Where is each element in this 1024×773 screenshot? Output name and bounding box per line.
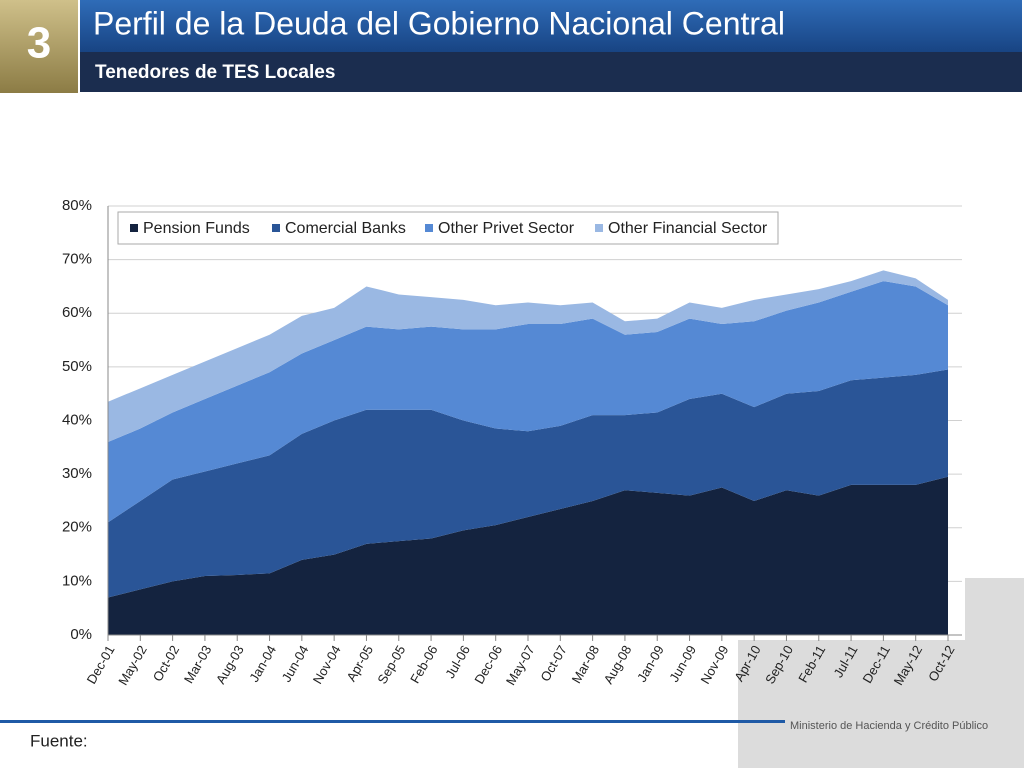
- title-bar: [80, 0, 1022, 52]
- legend-label: Other Privet Sector: [438, 220, 575, 237]
- x-tick-label: Mar-03: [181, 643, 215, 686]
- y-tick-label: 60%: [62, 304, 92, 321]
- legend-label: Other Financial Sector: [608, 220, 768, 237]
- area: [108, 281, 948, 523]
- x-tick-label: Apr-05: [344, 643, 377, 684]
- legend-label: Pension Funds: [143, 220, 250, 237]
- legend-label: Comercial Banks: [285, 220, 406, 237]
- y-tick-label: 0%: [70, 626, 92, 643]
- legend-swatch: [595, 224, 603, 232]
- x-tick-label: Nov-04: [310, 643, 344, 687]
- y-tick-label: 30%: [62, 465, 92, 482]
- ministry-name: Ministerio de Hacienda y Crédito Público: [790, 720, 988, 732]
- x-tick-label: May-02: [115, 643, 150, 688]
- slide-title: Perfil de la Deuda del Gobierno Nacional…: [93, 5, 785, 41]
- legend-box: [117, 211, 779, 245]
- legend-swatch: [425, 224, 433, 232]
- legend-swatch: [272, 224, 280, 232]
- x-tick-label: Jul-06: [442, 643, 473, 681]
- x-tick-label: Jun-09: [666, 643, 699, 685]
- x-tick-label: Jan-04: [246, 643, 279, 685]
- source-note: Fuente:: [30, 731, 88, 750]
- x-tick-label: Aug-08: [601, 643, 635, 687]
- x-tick-label: Sep-05: [374, 643, 408, 687]
- area: [108, 369, 948, 598]
- x-tick-label: Mar-08: [569, 643, 603, 686]
- area: [108, 476, 948, 635]
- x-tick-label: Jun-04: [279, 643, 312, 685]
- section-number: 3: [27, 19, 51, 68]
- x-tick-label: Nov-09: [697, 643, 731, 687]
- y-tick-label: 70%: [62, 251, 92, 268]
- x-tick-label: Dec-01: [84, 643, 118, 687]
- y-tick-label: 50%: [62, 358, 92, 375]
- x-tick-label: Oct-02: [150, 643, 182, 684]
- x-tick-label: Aug-03: [213, 643, 247, 687]
- area: [108, 270, 948, 442]
- x-tick-label: May-07: [503, 643, 538, 688]
- y-tick-label: 40%: [62, 411, 92, 428]
- x-tick-label: Oct-07: [537, 643, 569, 684]
- legend-swatch: [130, 224, 138, 232]
- subtitle-bar: [80, 52, 1022, 92]
- y-tick-label: 20%: [62, 519, 92, 536]
- section-box: [0, 0, 78, 93]
- footer-rule: [0, 720, 785, 723]
- x-tick-label: Feb-06: [407, 643, 441, 686]
- slide-subtitle: Tenedores de TES Locales: [95, 62, 335, 83]
- x-tick-label: Dec-06: [471, 643, 505, 687]
- x-tick-label: Jan-09: [634, 643, 667, 685]
- y-tick-label: 80%: [62, 197, 92, 214]
- y-tick-label: 10%: [62, 572, 92, 589]
